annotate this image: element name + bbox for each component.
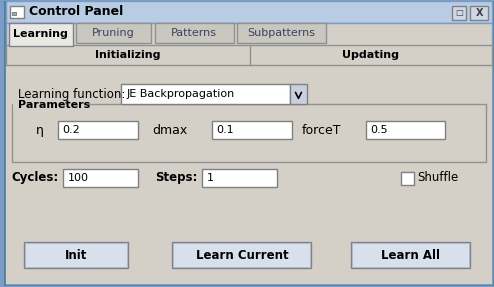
Text: Subpatterns: Subpatterns [247,28,316,38]
Text: Learning: Learning [13,29,68,39]
Bar [352,243,469,267]
Bar [289,84,307,104]
Text: forceT: forceT [302,124,341,137]
Text: Patterns: Patterns [171,28,217,38]
Bar [237,23,326,43]
Bar [351,242,470,268]
Text: 0.2: 0.2 [62,125,80,135]
Bar [5,1,492,23]
Text: Cycles:: Cycles: [11,171,58,184]
Bar [401,172,413,185]
Text: X: X [475,8,483,18]
Bar [453,6,466,20]
Bar [202,169,277,187]
Text: dmax: dmax [152,124,187,137]
Text: Pruning: Pruning [92,28,135,38]
Text: 0.5: 0.5 [370,125,388,135]
Bar [11,12,16,15]
Text: Shuffle: Shuffle [417,171,459,184]
Bar [58,121,138,139]
Bar [470,6,488,20]
Bar [212,121,291,139]
Bar [25,243,127,267]
Bar [5,45,492,65]
Bar [13,98,84,110]
Text: JE Backpropagation: JE Backpropagation [127,89,235,99]
Bar [24,242,128,268]
Bar [172,242,311,268]
Text: η: η [36,124,43,137]
Bar [8,23,73,46]
Bar [76,23,151,43]
Text: Updating: Updating [342,50,400,60]
Bar [173,243,310,267]
Bar [121,84,289,104]
Bar [5,65,492,284]
Text: Parameters: Parameters [18,100,90,110]
Bar [155,23,234,43]
Bar [9,6,24,18]
Text: Init: Init [64,249,87,262]
Bar [63,169,138,187]
Text: Learn All: Learn All [381,249,440,262]
Text: 1: 1 [207,173,214,183]
Text: □: □ [455,9,463,18]
Text: Learning function:: Learning function: [18,88,125,101]
Bar [366,121,446,139]
Text: Control Panel: Control Panel [30,5,124,18]
Text: Initializing: Initializing [95,50,161,60]
Bar [11,104,486,162]
Text: Learn Current: Learn Current [196,249,288,262]
Text: 100: 100 [68,173,89,183]
Text: Steps:: Steps: [155,171,197,184]
Text: 0.1: 0.1 [216,125,234,135]
